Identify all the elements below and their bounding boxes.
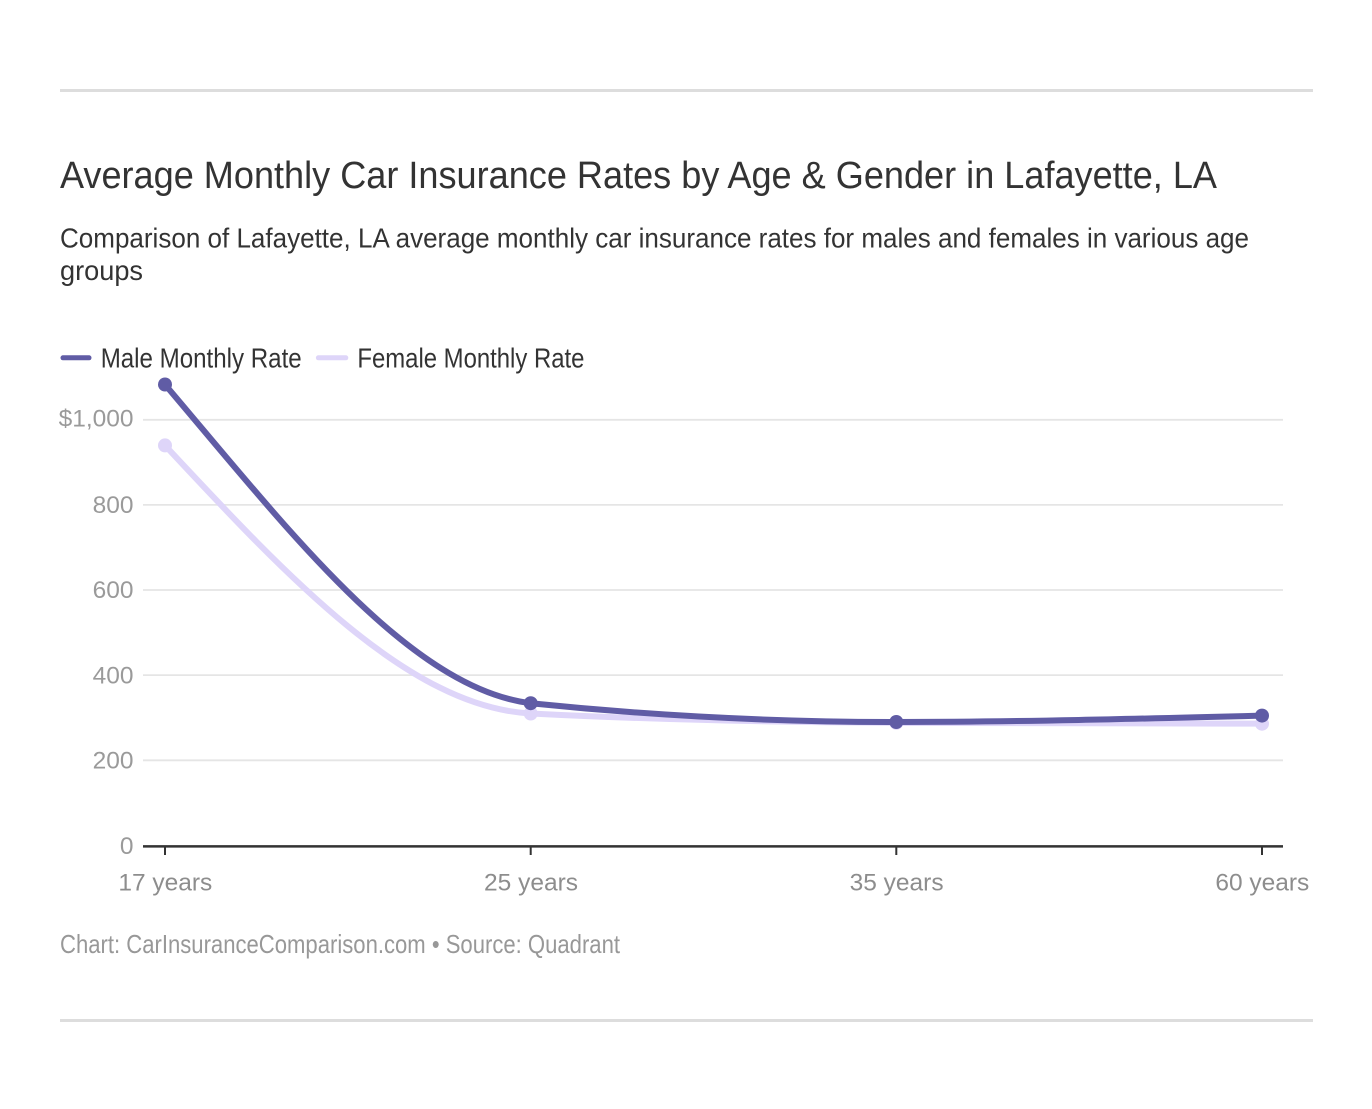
svg-text:400: 400 [93,662,134,689]
svg-text:800: 800 [93,492,134,519]
svg-text:Average Monthly Car Insurance: Average Monthly Car Insurance Rates by A… [60,155,1218,197]
svg-text:$1,000: $1,000 [59,406,134,433]
svg-text:groups: groups [60,255,143,286]
svg-text:Chart: CarInsuranceComparison.: Chart: CarInsuranceComparison.com • Sour… [60,929,621,959]
svg-text:Comparison of Lafayette, LA av: Comparison of Lafayette, LA average mont… [60,222,1249,253]
svg-text:Male Monthly Rate: Male Monthly Rate [101,342,302,373]
svg-text:25 years: 25 years [484,870,578,897]
svg-text:600: 600 [93,577,134,604]
svg-text:Female Monthly Rate: Female Monthly Rate [357,342,584,373]
svg-text:35 years: 35 years [850,870,944,897]
svg-text:200: 200 [93,748,134,775]
svg-text:17 years: 17 years [118,870,212,897]
svg-text:60 years: 60 years [1215,870,1309,897]
svg-text:0: 0 [120,833,134,860]
